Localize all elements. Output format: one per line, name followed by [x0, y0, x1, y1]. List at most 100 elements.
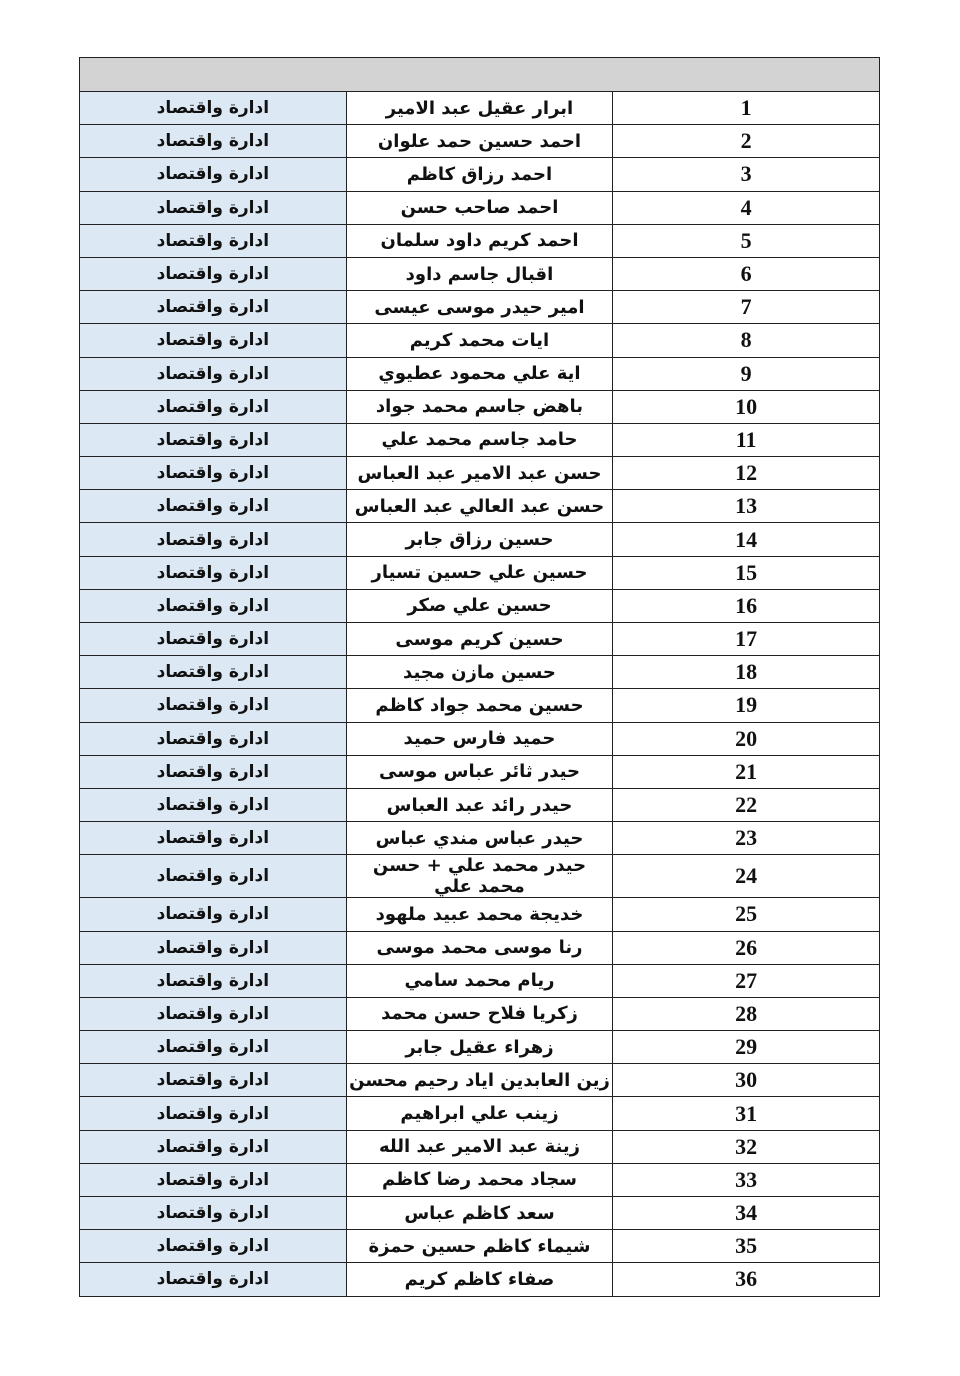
- table-row: ادارة واقتصاد زين العابدين اياد رحيم محسن…: [79, 1063, 880, 1098]
- department-cell: ادارة واقتصاد: [79, 1162, 347, 1198]
- name-cell: حيدر محمد علي + حسن محمد علي: [345, 854, 614, 899]
- name-cell: ايات محمد كريم: [345, 323, 614, 358]
- department-cell: ادارة واقتصاد: [79, 223, 347, 258]
- name-cell: سجاد محمد رضا كاظم: [345, 1162, 614, 1198]
- name-cell: حسين مازن مجيد: [345, 655, 614, 690]
- name-cell: زينة عبد الامير عبد الله: [345, 1129, 614, 1164]
- number-cell: 17: [612, 621, 880, 657]
- table-row: ادارة واقتصاد حميد فارس حميد 20: [79, 721, 880, 756]
- table-header-row: [79, 57, 880, 92]
- name-cell: حميد فارس حميد: [345, 721, 614, 756]
- name-cell: اقبال جاسم داود: [345, 256, 614, 292]
- number-cell: 4: [612, 190, 880, 225]
- department-cell: ادارة واقتصاد: [79, 963, 347, 998]
- department-cell: ادارة واقتصاد: [79, 256, 347, 292]
- number-cell: 13: [612, 489, 880, 524]
- table-row: ادارة واقتصاد خديجة محمد عبيد ملهود 25: [79, 897, 880, 932]
- number-cell: 9: [612, 356, 880, 391]
- name-cell: امير حيدر موسى عيسى: [345, 290, 614, 325]
- department-cell: ادارة واقتصاد: [79, 522, 347, 557]
- table-row: ادارة واقتصاد حسين محمد جواد كاظم 19: [79, 688, 880, 723]
- department-cell: ادارة واقتصاد: [79, 787, 347, 823]
- table-row: ادارة واقتصاد حسين رزاق جابر 14: [79, 522, 880, 557]
- table-row: ادارة واقتصاد ريام محمد سامي 27: [79, 963, 880, 998]
- table-row: ادارة واقتصاد حيدر محمد علي + حسن محمد عل…: [79, 854, 880, 899]
- number-cell: 31: [612, 1096, 880, 1131]
- table-row: ادارة واقتصاد حسين كريم موسى 17: [79, 621, 880, 657]
- number-cell: 29: [612, 1030, 880, 1065]
- department-cell: ادارة واقتصاد: [79, 1063, 347, 1098]
- number-cell: 20: [612, 721, 880, 756]
- table-row: ادارة واقتصاد سعد كاظم عباس 34: [79, 1195, 880, 1231]
- department-cell: ادارة واقتصاد: [79, 356, 347, 391]
- department-cell: ادارة واقتصاد: [79, 124, 347, 159]
- department-cell: ادارة واقتصاد: [79, 588, 347, 624]
- table-row: ادارة واقتصاد حامد جاسم محمد علي 11: [79, 422, 880, 458]
- name-cell: حسن عبد الامير عبد العباس: [345, 456, 614, 491]
- name-cell: احمد رزاق كاظم: [345, 157, 614, 192]
- table-row: ادارة واقتصاد شيماء كاظم حسين حمزة 35: [79, 1229, 880, 1264]
- name-cell: اية علي محمود عطيوي: [345, 356, 614, 391]
- name-cell: صفاء كاظم كريم: [345, 1262, 614, 1297]
- department-cell: ادارة واقتصاد: [79, 821, 347, 856]
- number-cell: 25: [612, 897, 880, 932]
- number-cell: 15: [612, 555, 880, 590]
- name-cell: ريام محمد سامي: [345, 963, 614, 998]
- number-cell: 10: [612, 389, 880, 424]
- department-cell: ادارة واقتصاد: [79, 323, 347, 358]
- name-cell: خديجة محمد عبيد ملهود: [345, 897, 614, 932]
- name-cell: زكريا فلاح حسن محمد: [345, 996, 614, 1032]
- department-cell: ادارة واقتصاد: [79, 422, 347, 458]
- number-cell: 32: [612, 1129, 880, 1164]
- table-row: ادارة واقتصاد احمد رزاق كاظم 3: [79, 157, 880, 192]
- table-row: ادارة واقتصاد سجاد محمد رضا كاظم 33: [79, 1162, 880, 1198]
- table-row: ادارة واقتصاد باهض جاسم محمد جواد 10: [79, 389, 880, 424]
- department-cell: ادارة واقتصاد: [79, 688, 347, 723]
- names-table: ادارة واقتصاد ابرار عقيل عبد الامير 1 ادارة…: [79, 57, 880, 1297]
- table-row: ادارة واقتصاد زينب علي ابراهيم 31: [79, 1096, 880, 1131]
- number-cell: 30: [612, 1063, 880, 1098]
- number-cell: 23: [612, 821, 880, 856]
- name-cell: شيماء كاظم حسين حمزة: [345, 1229, 614, 1264]
- name-cell: حسين كريم موسى: [345, 621, 614, 657]
- table-row: ادارة واقتصاد احمد حسين حمد علوان 2: [79, 124, 880, 159]
- department-cell: ادارة واقتصاد: [79, 897, 347, 932]
- department-cell: ادارة واقتصاد: [79, 290, 347, 325]
- number-cell: 26: [612, 930, 880, 965]
- table-row: ادارة واقتصاد زينة عبد الامير عبد الله 32: [79, 1129, 880, 1164]
- number-cell: 12: [612, 456, 880, 491]
- number-cell: 35: [612, 1229, 880, 1264]
- name-cell: حسين محمد جواد كاظم: [345, 688, 614, 723]
- department-cell: ادارة واقتصاد: [79, 489, 347, 524]
- name-cell: حسين علي صكر: [345, 588, 614, 624]
- name-cell: حيدر رائد عبد العباس: [345, 787, 614, 823]
- department-cell: ادارة واقتصاد: [79, 996, 347, 1032]
- department-cell: ادارة واقتصاد: [79, 1030, 347, 1065]
- number-cell: 34: [612, 1195, 880, 1231]
- table-row: ادارة واقتصاد حسن عبد العالي عبد العباس 13: [79, 489, 880, 524]
- name-cell: احمد حسين حمد علوان: [345, 124, 614, 159]
- table-row: ادارة واقتصاد حيدر عباس مندي عباس 23: [79, 821, 880, 856]
- number-cell: 6: [612, 256, 880, 292]
- table-row: ادارة واقتصاد امير حيدر موسى عيسى 7: [79, 290, 880, 325]
- number-cell: 1: [612, 90, 880, 126]
- department-cell: ادارة واقتصاد: [79, 930, 347, 965]
- number-cell: 3: [612, 157, 880, 192]
- department-cell: ادارة واقتصاد: [79, 721, 347, 756]
- name-cell: حامد جاسم محمد علي: [345, 422, 614, 458]
- table-row: ادارة واقتصاد رنا موسى محمد موسى 26: [79, 930, 880, 965]
- table-row: ادارة واقتصاد حسين علي صكر 16: [79, 588, 880, 624]
- table-row: ادارة واقتصاد زهراء عقيل جابر 29: [79, 1030, 880, 1065]
- department-cell: ادارة واقتصاد: [79, 621, 347, 657]
- number-cell: 22: [612, 787, 880, 823]
- department-cell: ادارة واقتصاد: [79, 1096, 347, 1131]
- department-cell: ادارة واقتصاد: [79, 754, 347, 789]
- name-cell: رنا موسى محمد موسى: [345, 930, 614, 965]
- name-cell: زينب علي ابراهيم: [345, 1096, 614, 1131]
- name-cell: حيدر عباس مندي عباس: [345, 821, 614, 856]
- name-cell: حسين رزاق جابر: [345, 522, 614, 557]
- department-cell: ادارة واقتصاد: [79, 456, 347, 491]
- name-cell: زهراء عقيل جابر: [345, 1030, 614, 1065]
- name-cell: باهض جاسم محمد جواد: [345, 389, 614, 424]
- table-row: ادارة واقتصاد اقبال جاسم داود 6: [79, 256, 880, 292]
